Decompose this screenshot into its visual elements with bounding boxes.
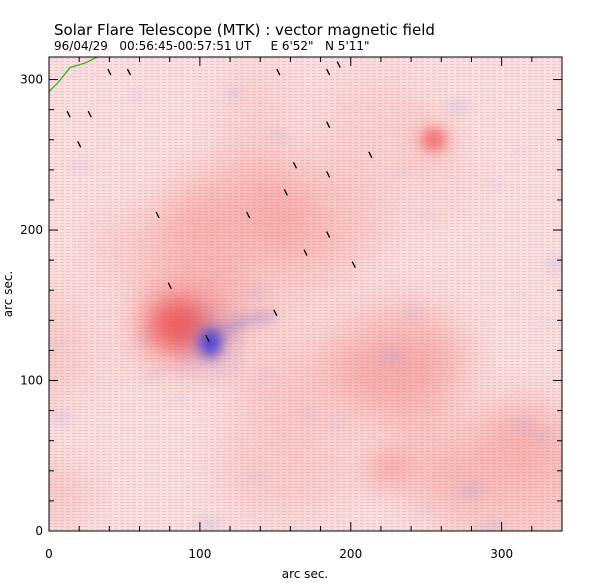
field-vector [167,282,172,290]
field-map [49,57,562,531]
field-vector [336,61,341,68]
field-vector [155,211,160,219]
x-tick-label: 300 [490,547,513,561]
field-vector [66,110,71,118]
y-tick-label: 0 [35,524,43,538]
chart-title: Solar Flare Telescope (MTK) : vector mag… [54,21,435,39]
x-tick-label: 0 [45,547,53,561]
field-vector [205,335,210,342]
y-tick-labels: 0 100 200 300 [20,73,43,538]
x-axis-label: arc sec. [282,567,328,581]
y-axis-label: arc sec. [1,271,15,317]
field-vector [292,162,298,169]
y-tick-label: 300 [20,73,43,87]
field-vector [303,249,308,256]
x-tick-labels: 0 100 200 300 [45,547,513,561]
field-vector [126,68,132,76]
field-vector [368,151,373,159]
field-vector [246,211,251,219]
field-vector [273,309,278,317]
field-texture [49,57,562,531]
y-tick-label: 100 [20,374,43,388]
y-tick-label: 200 [20,223,43,237]
field-vector [351,261,356,268]
field-vectors [66,61,373,342]
field-vector [326,171,331,178]
x-tick-label: 200 [339,547,362,561]
field-vector [77,140,82,148]
x-tick-label: 100 [188,547,211,561]
field-vector [326,121,331,129]
field-vector [107,68,112,76]
field-vector [326,68,331,76]
axis-ticks [48,57,563,532]
field-vector [87,110,92,118]
field-vector [326,231,331,238]
field-vector [283,189,288,196]
field-vector [276,68,281,76]
chart-subtitle: 96/04/29 00:56:45-00:57:51 UT E 6'52" N … [54,39,370,53]
green-contour-line [49,57,98,93]
plot-frame [48,56,563,532]
